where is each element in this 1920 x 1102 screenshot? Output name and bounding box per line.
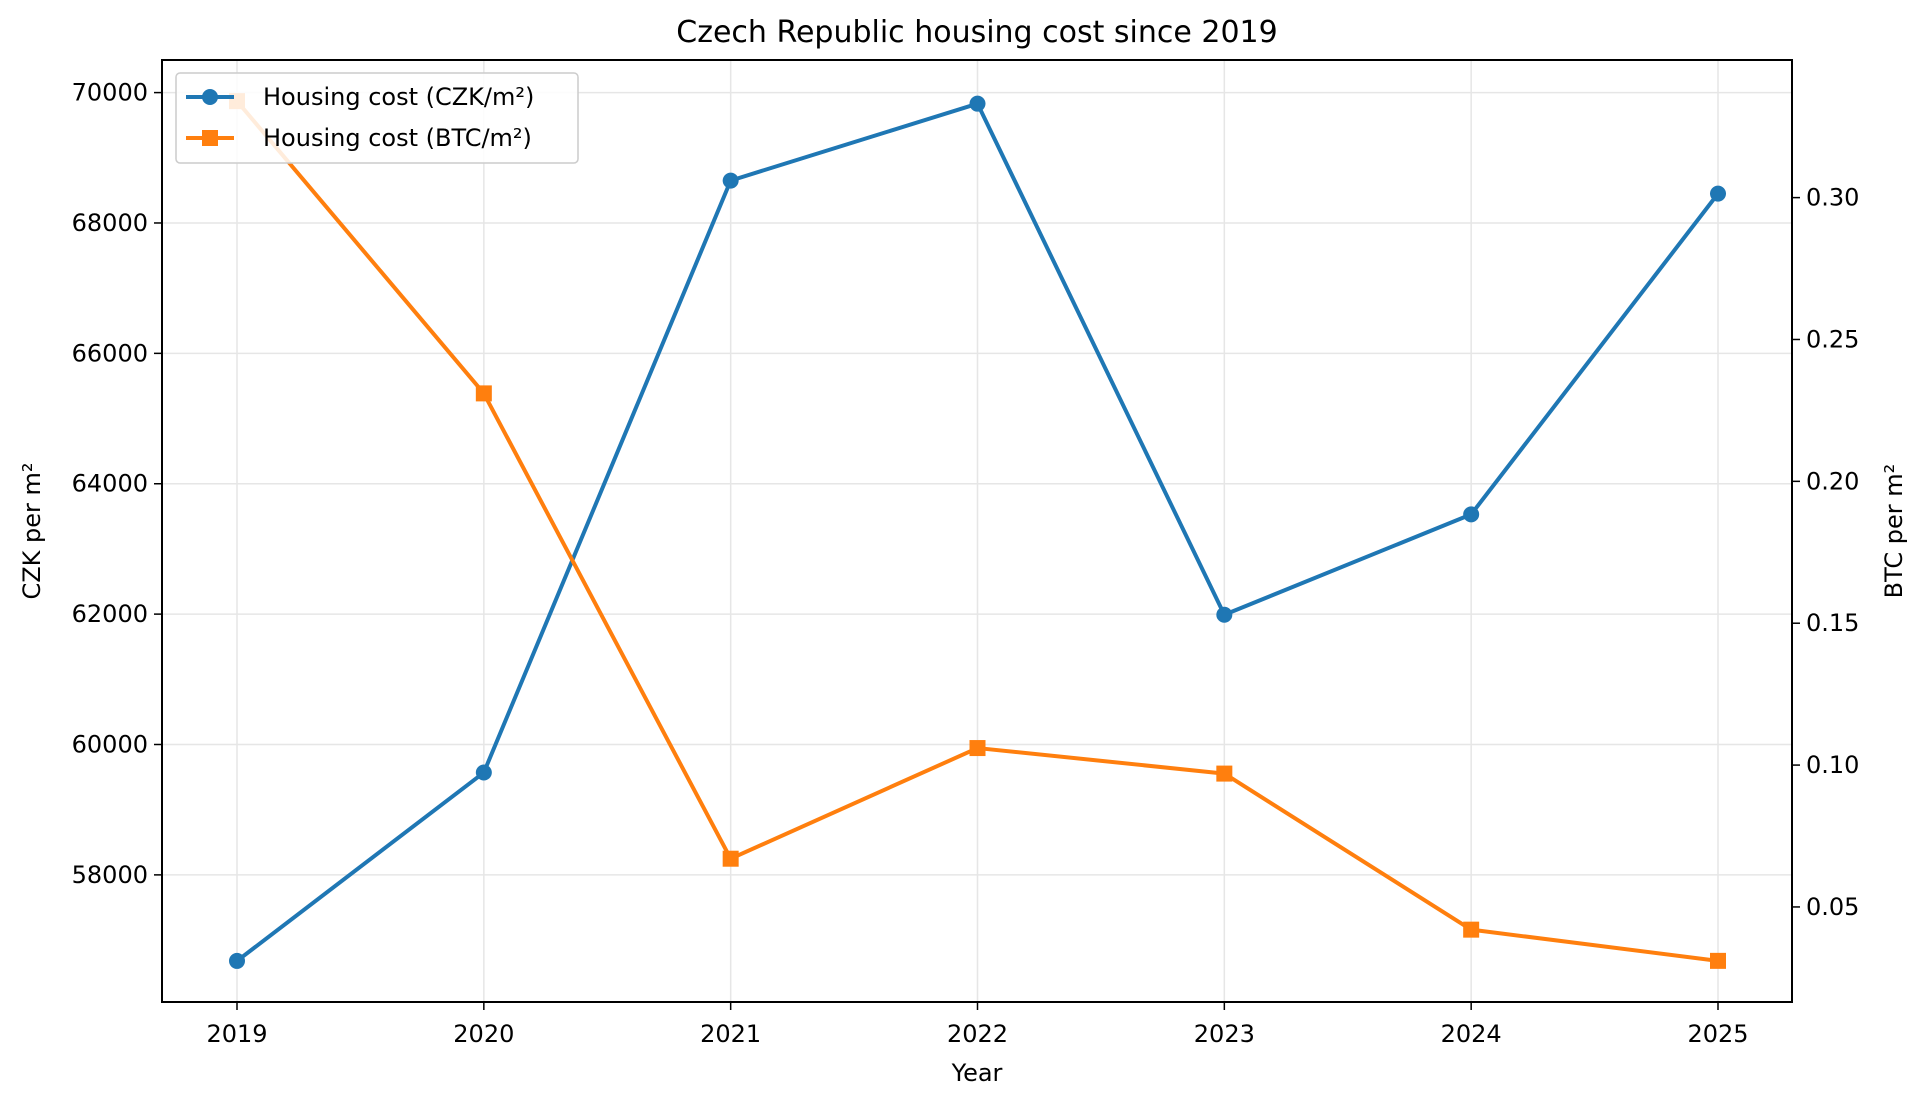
y-tick-label-left: 68000	[72, 209, 148, 237]
x-axis-label: Year	[951, 1059, 1003, 1087]
data-point-circle	[969, 95, 986, 112]
x-tick-label: 2019	[206, 1020, 267, 1048]
data-point-circle	[722, 172, 739, 189]
legend-item-2: Housing cost (BTC/m²)	[186, 124, 532, 152]
data-point-circle	[1463, 506, 1480, 523]
series-layer	[229, 93, 1726, 969]
x-tick-label: 2025	[1687, 1020, 1748, 1048]
y-tick-label-right: 0.30	[1806, 184, 1859, 212]
data-point-square	[969, 740, 986, 757]
grid	[162, 60, 1792, 1002]
y-tick-label-right: 0.10	[1806, 751, 1859, 779]
data-point-circle	[229, 952, 245, 969]
chart-title: Czech Republic housing cost since 2019	[676, 15, 1277, 50]
data-point-square	[1216, 765, 1233, 782]
data-point-square	[1710, 952, 1726, 969]
y-axis-label-left: CZK per m²	[18, 462, 46, 599]
legend-marker-square	[202, 130, 218, 146]
y-tick-label-left: 70000	[72, 79, 148, 107]
x-tick-label: 2021	[700, 1020, 761, 1048]
data-point-circle	[1710, 185, 1726, 202]
x-tick-label: 2024	[1441, 1020, 1502, 1048]
y-tick-label-left: 60000	[72, 730, 148, 758]
data-point-circle	[475, 764, 492, 781]
series-1	[229, 95, 1726, 969]
y-tick-label-right: 0.05	[1806, 893, 1859, 921]
legend-label: Housing cost (BTC/m²)	[263, 124, 532, 152]
legend-box	[175, 72, 579, 164]
x-tick-label: 2022	[947, 1020, 1008, 1048]
data-point-square	[722, 850, 739, 867]
legend: Housing cost (CZK/m²) Housing cost (BTC/m…	[175, 72, 579, 164]
y-tick-label-left: 64000	[72, 470, 148, 498]
y-tick-label-right: 0.25	[1806, 325, 1859, 353]
legend-label: Housing cost (CZK/m²)	[263, 83, 534, 111]
data-point-circle	[1216, 606, 1233, 623]
y-tick-label-right: 0.15	[1806, 609, 1859, 637]
x-tick-label: 2023	[1194, 1020, 1255, 1048]
x-tick-label: 2020	[453, 1020, 514, 1048]
y-tick-label-left: 62000	[72, 600, 148, 628]
legend-item-1: Housing cost (CZK/m²)	[186, 83, 534, 111]
y-tick-label-left: 66000	[72, 339, 148, 367]
data-point-square	[1463, 921, 1480, 938]
ticks: 2019 2020 2021 2022 2023 2024 2025 58000 60000 62…	[72, 79, 1860, 1048]
y-tick-label-right: 0.20	[1806, 467, 1859, 495]
y-tick-label-left: 58000	[72, 861, 148, 889]
data-point-square	[475, 385, 492, 402]
legend-marker-circle	[202, 89, 218, 105]
y-axis-label-right: BTC per m²	[1880, 464, 1908, 599]
